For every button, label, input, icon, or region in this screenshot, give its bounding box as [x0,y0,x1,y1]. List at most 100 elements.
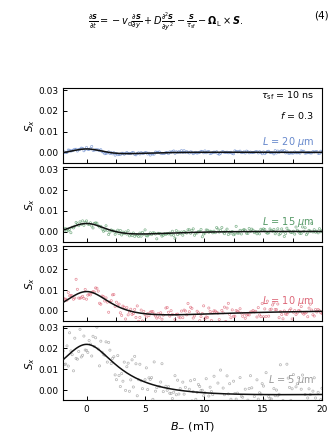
Point [86,221,92,228]
Point [302,150,308,157]
Point [90,288,96,295]
Point [253,148,258,155]
Point [306,149,312,156]
Point [113,152,118,159]
Point [198,148,204,155]
Point [318,148,323,155]
Point [106,148,111,155]
Point [138,307,144,314]
Point [309,220,314,227]
Point [94,147,100,154]
Point [222,391,227,398]
Point [134,150,140,157]
Point [71,296,76,303]
Point [230,400,235,407]
Point [149,150,154,157]
Point [232,147,237,154]
Point [176,228,182,235]
Point [94,323,100,330]
Point [81,222,87,229]
Point [291,309,296,316]
Point [73,146,79,153]
Point [166,231,171,238]
Point [137,230,142,237]
Point [86,146,92,153]
Point [69,351,75,358]
Point [128,376,133,383]
Point [291,371,296,378]
Point [228,396,234,403]
Point [215,150,220,157]
Point [165,149,170,156]
Point [286,309,291,316]
Point [287,384,292,391]
Point [88,341,93,348]
Point [280,397,286,404]
Point [310,148,316,155]
Point [77,146,83,153]
Point [236,148,241,155]
Point [298,230,304,237]
Point [97,224,102,231]
Point [98,337,104,345]
Point [260,380,265,387]
Point [174,391,179,398]
Point [73,276,79,283]
Point [159,233,165,240]
Point [228,149,234,156]
Point [275,301,281,308]
Point [248,149,253,156]
Point [75,220,80,227]
Point [105,299,110,306]
Point [300,148,305,155]
Point [267,225,273,232]
Point [171,320,176,327]
Point [157,314,162,321]
Point [120,378,125,385]
Point [201,302,206,309]
Point [219,148,224,155]
Point [279,147,284,154]
Point [237,305,243,312]
Point [206,392,211,400]
Point [178,314,183,321]
Point [109,360,114,367]
Point [256,396,261,403]
Point [302,224,308,231]
Point [290,229,295,236]
Point [90,147,96,154]
Point [319,149,325,156]
Point [133,314,138,321]
Point [306,385,312,392]
Point [273,147,278,154]
Point [188,377,193,384]
Point [265,399,270,406]
Point [226,390,231,397]
Point [98,223,104,230]
Point [290,150,295,157]
Point [171,389,176,396]
Point [141,231,146,238]
Point [72,146,77,153]
Point [292,148,297,155]
Point [151,229,157,236]
X-axis label: $B_{-}$ (mT): $B_{-}$ (mT) [170,420,215,433]
Point [277,149,282,156]
Point [68,229,74,236]
Point [301,228,306,235]
Point [304,309,309,316]
Point [141,308,146,315]
Point [297,400,302,407]
Point [191,315,196,322]
Point [236,230,241,237]
Point [129,311,135,318]
Point [150,396,155,403]
Point [220,309,226,316]
Point [110,291,115,298]
Point [274,306,279,313]
Point [317,410,322,417]
Point [258,226,264,233]
Point [288,305,293,312]
Point [240,313,245,320]
Point [75,286,80,293]
